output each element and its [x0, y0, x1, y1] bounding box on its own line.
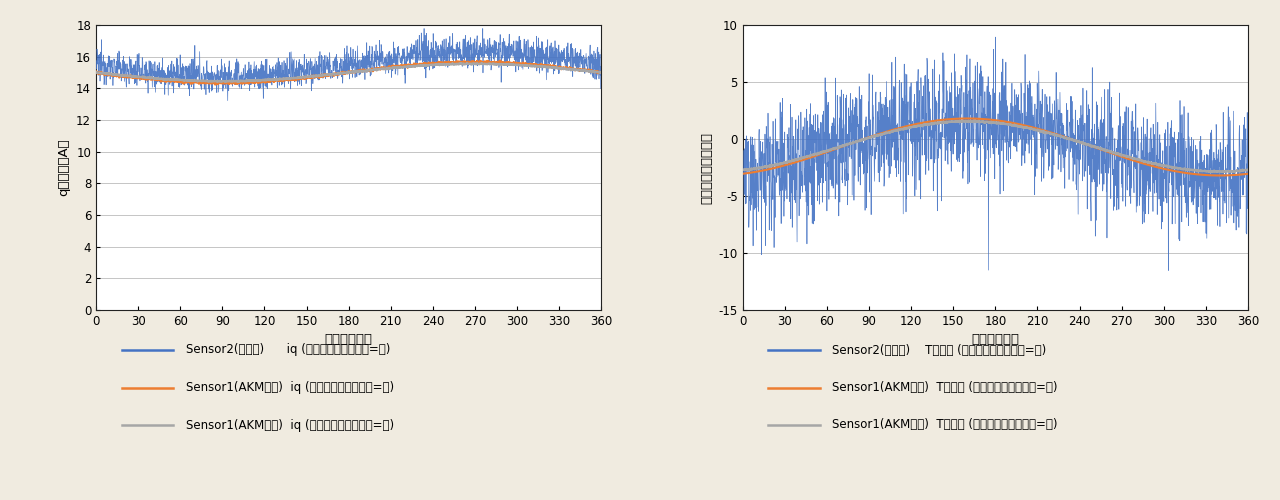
- X-axis label: 電気角（度）: 電気角（度）: [972, 334, 1019, 346]
- Text: Sensor1(AKM製品)  T誤差率 (電流センサーノイズ=無): Sensor1(AKM製品) T誤差率 (電流センサーノイズ=無): [832, 418, 1057, 432]
- Text: Sensor2(他社品)      iq (電流センサーノイズ=有): Sensor2(他社品) iq (電流センサーノイズ=有): [186, 344, 390, 356]
- Y-axis label: トルク誤差率（％）: トルク誤差率（％）: [700, 132, 713, 204]
- Text: Sensor1(AKM製品)  iq (電流センサーノイズ=無): Sensor1(AKM製品) iq (電流センサーノイズ=無): [186, 418, 394, 432]
- X-axis label: 電気角（度）: 電気角（度）: [325, 334, 372, 346]
- Text: Sensor1(AKM製品)  T誤差率 (電流センサーノイズ=有): Sensor1(AKM製品) T誤差率 (電流センサーノイズ=有): [832, 381, 1057, 394]
- Text: Sensor2(他社品)    T誤差率 (電流センサーノイズ=有): Sensor2(他社品) T誤差率 (電流センサーノイズ=有): [832, 344, 1047, 356]
- Text: Sensor1(AKM製品)  iq (電流センサーノイズ=有): Sensor1(AKM製品) iq (電流センサーノイズ=有): [186, 381, 394, 394]
- Y-axis label: q軸電流（A）: q軸電流（A）: [58, 138, 70, 196]
